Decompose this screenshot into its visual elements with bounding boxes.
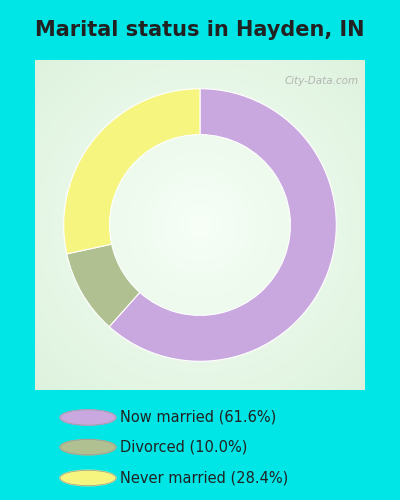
Text: City-Data.com: City-Data.com: [284, 76, 358, 86]
Wedge shape: [109, 88, 336, 362]
Circle shape: [60, 440, 116, 455]
Text: Never married (28.4%): Never married (28.4%): [120, 470, 288, 486]
Text: Marital status in Hayden, IN: Marital status in Hayden, IN: [35, 20, 365, 40]
Text: Divorced (10.0%): Divorced (10.0%): [120, 440, 247, 454]
Circle shape: [60, 470, 116, 486]
Circle shape: [60, 410, 116, 425]
Wedge shape: [64, 88, 200, 254]
Text: Now married (61.6%): Now married (61.6%): [120, 410, 276, 425]
Wedge shape: [67, 244, 140, 326]
